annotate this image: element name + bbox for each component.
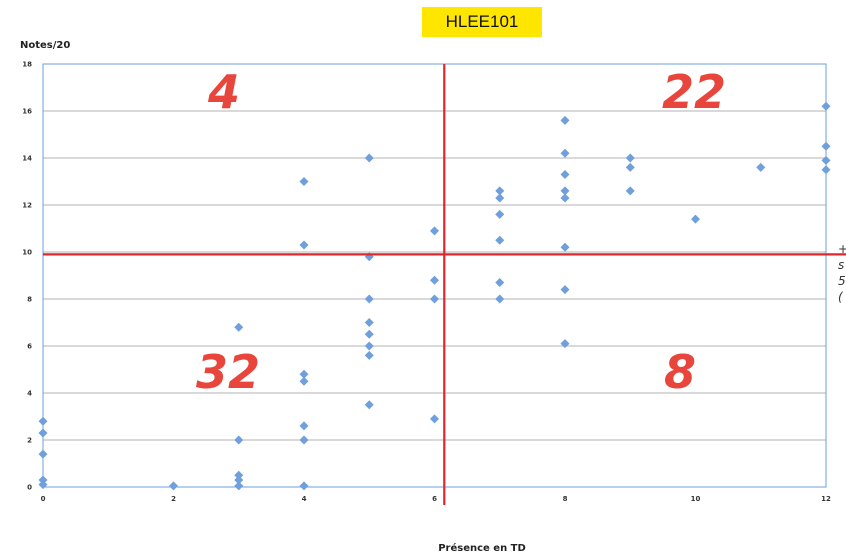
side-note-line-1: + (838, 242, 846, 256)
y-axis-title: Notes/20 (20, 40, 70, 51)
data-point (299, 369, 309, 379)
data-point (625, 153, 635, 163)
data-point (691, 214, 700, 224)
data-point (560, 186, 570, 196)
data-point (821, 165, 831, 175)
data-point (38, 428, 48, 438)
data-points (38, 101, 831, 491)
x-tick-label: 10 (691, 495, 701, 503)
y-tick-label: 6 (27, 343, 32, 351)
side-note-line-2: s (838, 258, 844, 272)
data-point (821, 141, 831, 151)
data-point (560, 242, 570, 252)
y-tick-label: 10 (22, 249, 32, 257)
data-point (364, 350, 374, 360)
data-point (495, 209, 505, 219)
data-point (560, 285, 570, 295)
x-axis-title: Présence en TD (438, 542, 526, 552)
data-point (560, 148, 570, 158)
x-tick-label: 0 (41, 495, 46, 503)
chart-title: HLEE101 (422, 7, 542, 37)
data-point (756, 162, 766, 172)
y-tick-label: 4 (27, 390, 32, 398)
data-point (430, 294, 439, 304)
x-tick-label: 6 (432, 495, 437, 503)
data-point (299, 240, 309, 250)
data-point (169, 481, 178, 491)
data-point (625, 186, 635, 196)
data-point (234, 475, 244, 485)
y-tick-label: 12 (22, 202, 32, 210)
quadrant-count-bottom-right: 8 (664, 345, 696, 399)
x-tick-label: 4 (302, 495, 307, 503)
data-point (364, 400, 374, 410)
data-point (495, 278, 505, 288)
data-point (38, 480, 48, 490)
data-point (299, 481, 309, 491)
data-point (821, 155, 831, 165)
data-point (560, 193, 570, 203)
x-tick-label: 12 (821, 495, 831, 503)
y-tick-label: 8 (27, 296, 32, 304)
threshold-lines (43, 64, 846, 505)
y-tick-label: 0 (27, 484, 32, 492)
data-point (234, 322, 244, 332)
data-point (299, 177, 309, 186)
data-point (560, 115, 570, 125)
plot-area (42, 63, 827, 488)
side-note-line-3: 5 (838, 274, 846, 288)
data-point (234, 470, 244, 480)
data-point (38, 475, 48, 485)
data-point (299, 421, 309, 431)
data-point (495, 186, 505, 196)
y-tick-label: 2 (27, 437, 32, 445)
data-point (364, 294, 374, 304)
side-note-line-4: ( (838, 290, 844, 304)
y-tick-label: 14 (22, 155, 32, 163)
data-point (299, 435, 309, 445)
data-point (299, 376, 309, 386)
data-point (821, 101, 831, 111)
data-point (495, 235, 505, 245)
y-tick-label: 16 (22, 108, 32, 116)
y-tick-labels: 0 2 4 6 8 10 12 14 16 18 (22, 61, 32, 492)
data-point (430, 226, 439, 236)
data-point (625, 162, 635, 172)
data-point (234, 481, 244, 491)
y-tick-label: 18 (22, 61, 32, 69)
data-point (430, 414, 439, 424)
data-point (560, 339, 570, 349)
x-tick-label: 2 (171, 495, 176, 503)
quadrant-count-top-left: 4 (207, 65, 240, 119)
data-point (38, 449, 48, 459)
data-point (495, 193, 505, 203)
data-point (234, 435, 244, 445)
data-point (495, 294, 505, 304)
x-tick-labels: 0 2 4 6 8 10 12 (41, 495, 831, 503)
data-point (430, 275, 439, 285)
data-point (364, 341, 374, 351)
quadrant-count-bottom-left: 32 (196, 345, 260, 399)
data-point (560, 169, 570, 179)
grid-lines (43, 63, 826, 488)
data-point (364, 252, 374, 262)
x-tick-label: 8 (563, 495, 568, 503)
data-point (364, 318, 374, 327)
data-point (364, 329, 374, 339)
quadrant-count-top-right: 22 (662, 65, 726, 119)
data-point (364, 153, 374, 163)
data-point (38, 416, 48, 426)
